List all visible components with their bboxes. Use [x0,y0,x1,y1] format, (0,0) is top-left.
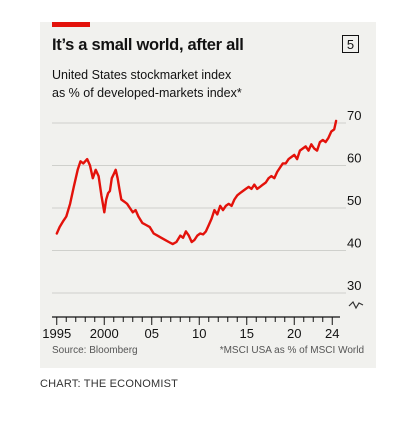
line-chart: 70 60 50 40 30 1995 2000 05 10 15 20 24 [42,108,364,341]
series-layer [55,119,338,246]
x-tick-2000: 2000 [90,326,119,341]
y-tick-labels: 70 60 50 40 30 [347,108,361,293]
x-tick-1995: 1995 [42,326,71,341]
gridlines [52,122,346,294]
chart-number-badge: 5 [342,35,359,53]
x-tick-15: 15 [240,326,254,341]
x-tick-24: 24 [325,326,339,341]
x-tick-labels: 1995 2000 05 10 15 20 24 [42,326,339,341]
subtitle-line-2: as % of developed-markets index* [52,86,242,100]
chart-title: It’s a small world, after all [52,36,244,54]
y-tick-30: 30 [347,278,361,293]
source-note: Source: Bloomberg [52,345,138,356]
x-tick-10: 10 [192,326,206,341]
x-tick-20: 20 [287,326,301,341]
y-tick-50: 50 [347,193,361,208]
footnote: *MSCI USA as % of MSCI World [219,345,364,356]
chart-subtitle: United States stockmarket index as % of … [52,66,242,102]
x-tick-05: 05 [145,326,159,341]
x-axis [52,316,340,325]
series-line-0 [55,119,338,246]
y-tick-60: 60 [347,151,361,166]
y-tick-40: 40 [347,236,361,251]
red-tag-bar [52,22,90,27]
axis-break-mark [348,300,364,310]
subtitle-line-1: United States stockmarket index [52,68,232,82]
chart-credit: CHART: THE ECONOMIST [40,378,179,390]
chart-card [40,22,376,368]
y-tick-70: 70 [347,108,361,123]
